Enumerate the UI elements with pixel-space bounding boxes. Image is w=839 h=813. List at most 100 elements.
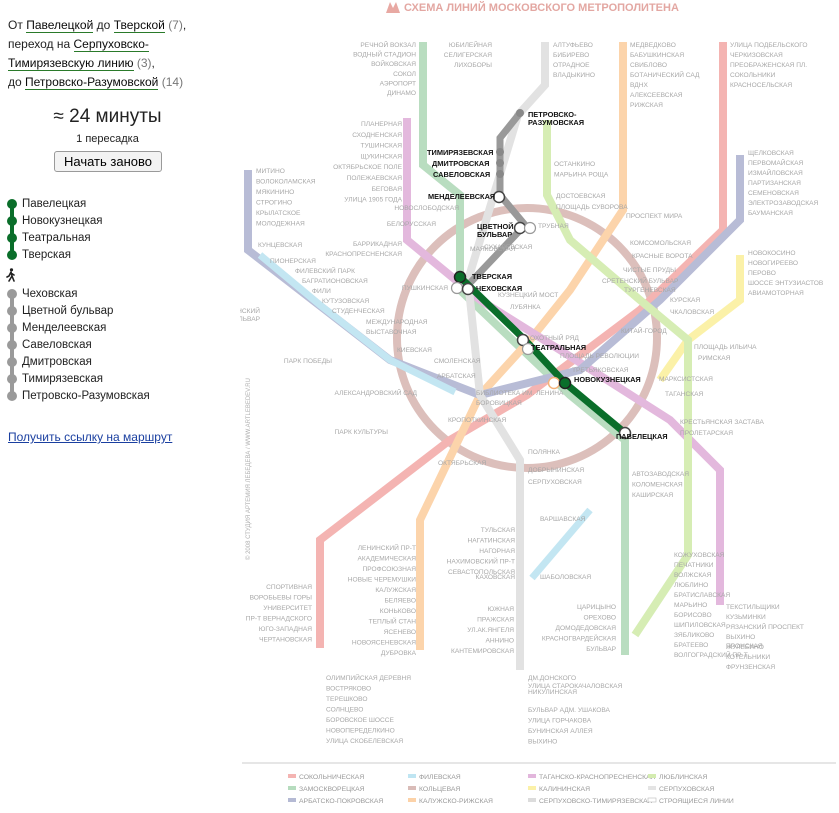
station-label[interactable]: ЮЖНАЯ xyxy=(487,606,514,613)
station-label[interactable]: СМОЛЕНСКАЯ xyxy=(434,358,481,365)
station-label[interactable]: НОВОЯСЕНЕВСКАЯ xyxy=(352,640,416,647)
station-label[interactable]: СВИБЛОВО xyxy=(630,62,667,69)
station-label[interactable]: ЯСЕНЕВО xyxy=(384,629,416,636)
station-label[interactable]: ЦАРИЦЫНО xyxy=(577,604,616,611)
station-label[interactable]: ЛЮБЛИНО xyxy=(674,582,708,589)
station-label[interactable]: КОНЬКОВО xyxy=(380,608,416,615)
station-label[interactable]: ПРЕОБРАЖЕНСКАЯ ПЛ. xyxy=(730,62,807,69)
station-label[interactable]: БОРОВСКОЕ ШОССЕ xyxy=(326,717,395,724)
station-label[interactable]: КУНЦЕВСКАЯ xyxy=(258,242,302,249)
station-label[interactable]: ПРОНСКАЯ xyxy=(726,643,763,650)
station-label[interactable]: ПЕРОВО xyxy=(748,270,776,277)
station-label[interactable]: ТЕПЛЫЙ СТАН xyxy=(369,617,417,626)
station-label[interactable]: УЛ.АК.ЯНГЕЛЯ xyxy=(467,627,514,634)
station-label[interactable]: ОКТЯБРЬСКАЯ xyxy=(438,460,487,467)
station-label[interactable]: БЕЛЯЕВО xyxy=(384,598,416,605)
station-label[interactable]: СЕРПУХОВСКАЯ xyxy=(528,479,582,486)
station-label[interactable]: РЕЧНОЙ ВОКЗАЛ xyxy=(360,40,416,49)
station-label[interactable]: СОКОЛ xyxy=(393,71,416,78)
station-label[interactable]: АВТОЗАВОДСКАЯ xyxy=(632,471,689,478)
station-label[interactable]: МЕЖДУНАРОДНАЯ xyxy=(366,319,428,326)
get-route-link[interactable]: Получить ссылку на маршрут xyxy=(8,430,173,444)
station-label[interactable]: ПРОСПЕКТ МИРА xyxy=(626,213,683,220)
route-station-item[interactable]: Дмитровская xyxy=(7,354,150,380)
map-teatralnaya-marker[interactable] xyxy=(516,333,530,347)
station-label[interactable]: КИТАЙ-ГОРОД xyxy=(621,326,667,335)
station-label[interactable]: ЛИХОБОРЫ xyxy=(454,62,492,69)
station-label[interactable]: ПАРК КУЛЬТУРЫ xyxy=(334,429,388,436)
station-label[interactable]: СЛАВЯНСКИЙ xyxy=(240,306,260,315)
station-label[interactable]: ВАРШАВСКАЯ xyxy=(540,516,586,523)
station-label[interactable]: СЕВАСТОПОЛЬСКАЯ xyxy=(448,569,515,576)
station-label[interactable]: ДУБРОВКА xyxy=(381,650,417,657)
station-label[interactable]: НОВОГИРЕЕВО xyxy=(748,260,798,267)
route-station-item[interactable]: Менделеевская xyxy=(7,320,150,346)
station-label[interactable]: ФИЛИ xyxy=(312,288,331,295)
station-label[interactable]: ПЛАНЕРНАЯ xyxy=(361,121,402,128)
station-label[interactable]: ПЛОЩАДЬ СУВОРОВА xyxy=(556,204,628,211)
station-label[interactable]: ПРОФСОЮЗНАЯ xyxy=(363,566,417,573)
station-label[interactable]: БАГРАТИОНОВСКАЯ xyxy=(302,278,368,285)
station-label[interactable]: МАЯКОВСКАЯ xyxy=(470,246,516,253)
station-label[interactable]: РЯЗАНСКИЙ ПРОСПЕКТ xyxy=(726,622,804,631)
station-label[interactable]: КУЗНЕЦКИЙ МОСТ xyxy=(498,290,558,299)
station-label[interactable]: БАБУШКИНСКАЯ xyxy=(630,52,684,59)
station-label[interactable]: ДОМОДЕДОВСКАЯ xyxy=(556,625,617,632)
station-label[interactable]: НАГАТИНСКАЯ xyxy=(468,538,516,545)
station-label[interactable]: БЕЛОРУССКАЯ xyxy=(387,221,436,228)
map-mendeleevskaya-marker[interactable] xyxy=(492,190,506,204)
map-petrovsko-marker[interactable] xyxy=(516,109,524,117)
station-label[interactable]: ЮБИЛЕЙНАЯ xyxy=(449,40,492,49)
station-label[interactable]: КРОПОТКИНСКАЯ xyxy=(448,417,506,424)
map-novokuznetskaya-marker[interactable] xyxy=(558,376,572,390)
station-label[interactable]: КАЛУЖСКАЯ xyxy=(375,587,416,594)
station-label[interactable]: БРАТЕЕВО xyxy=(674,642,708,649)
station-label[interactable]: ВОРОБЬЕВЫ ГОРЫ xyxy=(250,595,313,602)
station-label[interactable]: ПАРТИЗАНСКАЯ xyxy=(748,180,801,187)
station-label[interactable]: КАХОВСКАЯ xyxy=(476,574,516,581)
station-label[interactable]: СХОДНЕНСКАЯ xyxy=(352,132,402,139)
station-label[interactable]: КУЗЬМИНКИ xyxy=(726,614,766,621)
station-label[interactable]: ОКТЯБРЬСКОЕ ПОЛЕ xyxy=(333,164,403,171)
station-label[interactable]: ВДНХ xyxy=(630,82,648,89)
station-label[interactable]: АННИНО xyxy=(485,638,514,645)
station-label[interactable]: НИКУЛИНСКАЯ xyxy=(528,689,577,696)
station-label[interactable]: ДОБРЫНИНСКАЯ xyxy=(528,467,584,474)
station-label[interactable]: АВИАМОТОРНАЯ xyxy=(748,290,804,297)
station-label[interactable]: ЧЕРКИЗОВСКАЯ xyxy=(730,52,783,59)
station-label[interactable]: СТУДЕНЧЕСКАЯ xyxy=(332,308,385,315)
station-label[interactable]: СЕМЕНОВСКАЯ xyxy=(748,190,799,197)
station-label[interactable]: КАШИРСКАЯ xyxy=(632,492,673,499)
station-label[interactable]: АКАДЕМИЧЕСКАЯ xyxy=(357,556,416,563)
station-label[interactable]: ЛЕНИНСКИЙ ПР-Т xyxy=(358,543,416,552)
station-label[interactable]: КУРСКАЯ xyxy=(670,297,700,304)
station-label[interactable]: БАУМАНСКАЯ xyxy=(748,210,793,217)
station-label[interactable]: ПОЛЯНКА xyxy=(528,449,560,456)
station-label[interactable]: ЧИСТЫЕ ПРУДЫ xyxy=(623,267,676,274)
station-label[interactable]: АЭРОПОРТ xyxy=(380,80,416,87)
station-label[interactable]: СПОРТИВНАЯ xyxy=(266,584,312,591)
station-label[interactable]: ПУШКИНСКАЯ xyxy=(402,285,448,292)
station-label[interactable]: КОЛОМЕНСКАЯ xyxy=(632,482,683,489)
station-label[interactable]: РИМСКАЯ xyxy=(698,355,731,362)
station-label[interactable]: ТЕКСТИЛЬЩИКИ xyxy=(726,604,780,611)
station-label[interactable]: МАРЬИНО xyxy=(674,602,707,609)
station-label[interactable]: БУНИНСКАЯ АЛЛЕЯ xyxy=(528,728,593,735)
station-label[interactable]: ШАБОЛОВСКАЯ xyxy=(540,574,591,581)
station-label[interactable]: КИЕВСКАЯ xyxy=(397,347,432,354)
station-label[interactable]: КРЫЛАТСКОЕ xyxy=(256,210,301,217)
station-label[interactable]: НАХИМОВСКИЙ ПР-Т xyxy=(447,557,515,566)
station-label[interactable]: ПЛОЩАДЬ РЕВОЛЮЦИИ xyxy=(560,353,639,360)
station-label[interactable]: ВЫХИНО xyxy=(528,739,557,746)
station-label[interactable]: БРАТИСЛАВСКАЯ xyxy=(674,592,730,599)
station-label[interactable]: ДОСТОЕВСКАЯ xyxy=(556,193,606,200)
route-station-item[interactable]: Тверская xyxy=(7,247,103,264)
station-label[interactable]: БЕГОВАЯ xyxy=(372,186,403,193)
station-label[interactable]: ОТРАДНОЕ xyxy=(553,62,590,69)
station-label[interactable]: ВОЛОКОЛАМСКАЯ xyxy=(256,179,316,186)
station-label[interactable]: МОЛОДЕЖНАЯ xyxy=(256,221,305,228)
station-label[interactable]: УЛИЦА ГОРЧАКОВА xyxy=(528,718,592,725)
station-label[interactable]: СТРОГИНО xyxy=(256,200,292,207)
station-label[interactable]: НОВОКОСИНО xyxy=(748,250,796,257)
station-label[interactable]: ДИНАМО xyxy=(387,90,416,97)
